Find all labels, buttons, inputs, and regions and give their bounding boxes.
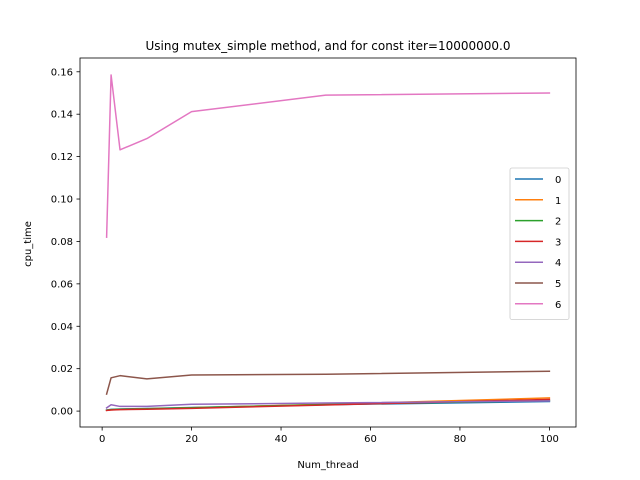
x-tick-label: 100	[540, 434, 559, 445]
legend-label-2: 2	[555, 217, 561, 228]
chart-title: Using mutex_simple method, and for const…	[145, 39, 510, 53]
plot-area	[79, 57, 577, 428]
y-tick-label: 0.00	[51, 407, 73, 418]
series-line-4	[105, 400, 551, 409]
legend-label-5: 5	[555, 279, 561, 290]
legend-box	[509, 167, 570, 321]
x-axis: 0 20 40 60 80 100	[99, 427, 559, 445]
legend-label-1: 1	[555, 196, 561, 207]
plot-frame	[79, 57, 577, 428]
x-tick-label: 80	[454, 434, 467, 445]
y-tick-label: 0.02	[51, 364, 73, 375]
y-tick-label: 0.16	[51, 67, 73, 78]
legend-label-0: 0	[555, 175, 561, 186]
y-tick-label: 0.14	[51, 110, 73, 121]
y-tick-label: 0.04	[51, 322, 73, 333]
y-tick-label: 0.12	[51, 152, 73, 163]
x-axis-label: Num_thread	[297, 460, 358, 471]
y-tick-label: 0.06	[51, 279, 73, 290]
series-line-3	[105, 398, 551, 412]
y-tick-label: 0.08	[51, 237, 73, 248]
x-tick-label: 0	[99, 434, 105, 445]
x-tick-label: 40	[275, 434, 288, 445]
series-line-5	[105, 370, 551, 396]
x-tick-label: 60	[364, 434, 377, 445]
legend: 0 1 2 3 4 5 6	[509, 167, 570, 321]
legend-label-3: 3	[555, 237, 561, 248]
y-axis-label: cpu_time	[23, 221, 34, 267]
y-axis: 0.00 0.02 0.04 0.06 0.08 0.10 0.12 0.14 0.16	[51, 67, 80, 418]
y-tick-label: 0.10	[51, 195, 73, 206]
legend-label-4: 4	[555, 258, 561, 269]
x-tick-label: 20	[185, 434, 198, 445]
legend-label-6: 6	[555, 300, 561, 311]
series-line-6	[105, 74, 551, 238]
